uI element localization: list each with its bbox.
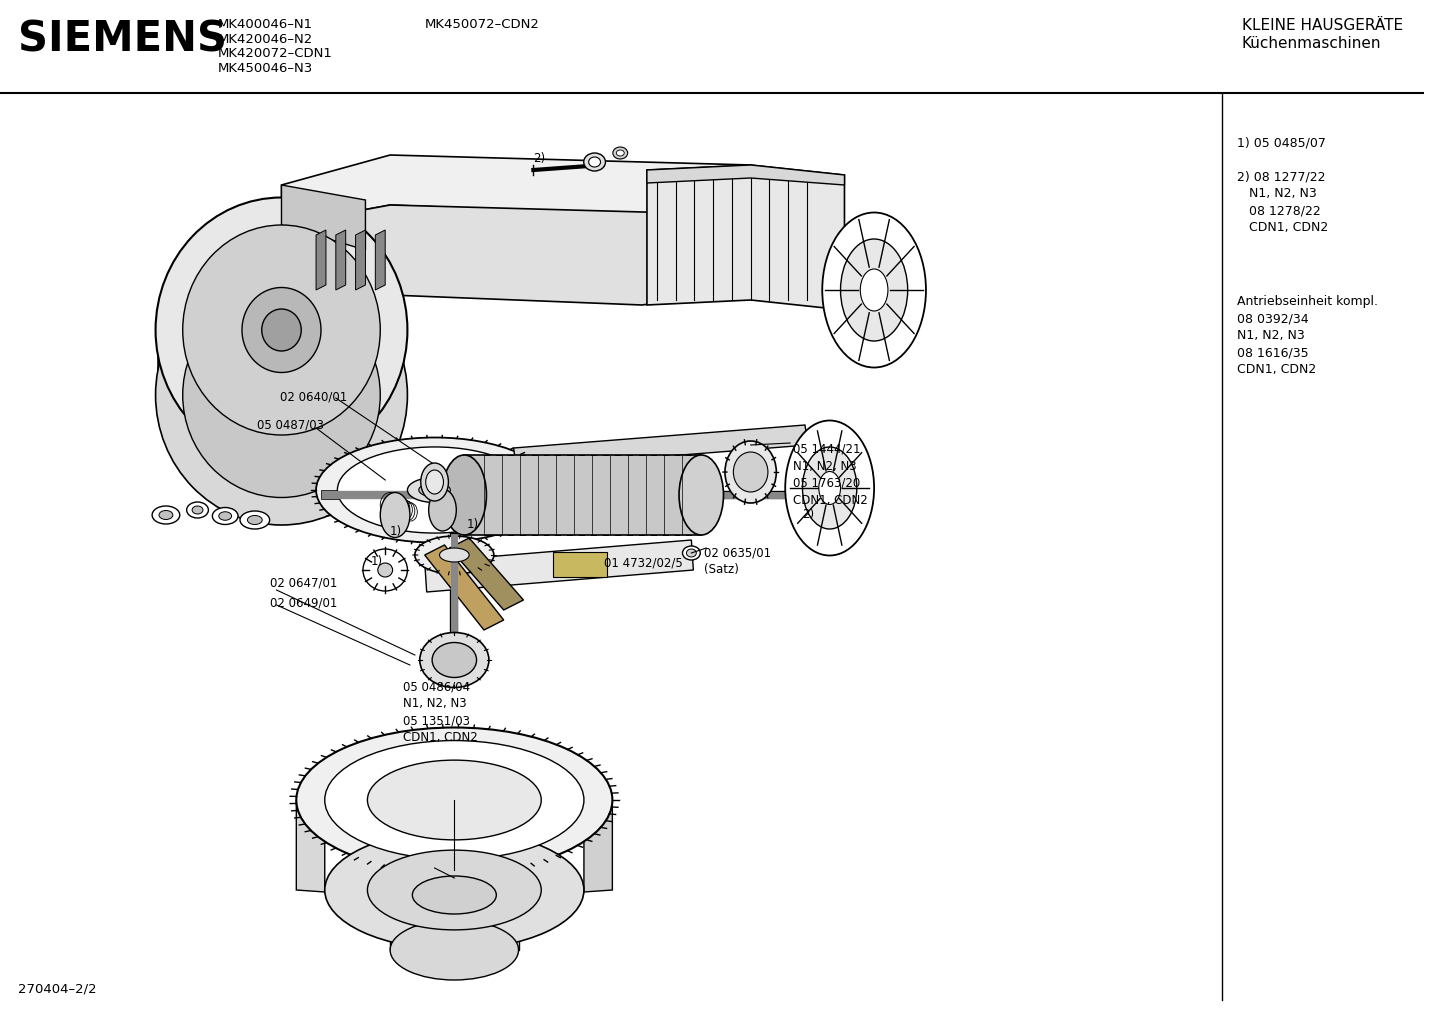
Polygon shape <box>450 538 523 610</box>
Ellipse shape <box>786 421 874 555</box>
Text: MK450046–N3: MK450046–N3 <box>218 61 313 74</box>
Ellipse shape <box>368 760 541 840</box>
Polygon shape <box>375 230 385 290</box>
Text: MK420046–N2: MK420046–N2 <box>218 33 313 46</box>
Text: 02 0640/01: 02 0640/01 <box>280 390 346 403</box>
Ellipse shape <box>421 463 448 501</box>
Text: 2): 2) <box>534 152 545 165</box>
Polygon shape <box>159 330 281 450</box>
Ellipse shape <box>391 865 519 925</box>
Polygon shape <box>356 230 365 290</box>
Ellipse shape <box>803 447 857 529</box>
Ellipse shape <box>324 741 584 859</box>
Ellipse shape <box>156 198 408 463</box>
Polygon shape <box>647 165 845 310</box>
Ellipse shape <box>420 633 489 688</box>
Ellipse shape <box>584 153 606 171</box>
Ellipse shape <box>418 483 450 497</box>
Polygon shape <box>425 545 503 630</box>
Ellipse shape <box>212 507 238 525</box>
Ellipse shape <box>368 850 541 930</box>
Ellipse shape <box>316 437 554 542</box>
Text: 2) 08 1277/22
   N1, N2, N3
   08 1278/22
   CDN1, CDN2: 2) 08 1277/22 N1, N2, N3 08 1278/22 CDN1… <box>1237 170 1328 234</box>
Text: Küchenmaschinen: Küchenmaschinen <box>1242 36 1381 51</box>
Ellipse shape <box>248 516 262 525</box>
Ellipse shape <box>679 455 724 535</box>
Bar <box>554 552 607 577</box>
Text: 1): 1) <box>391 525 402 538</box>
Polygon shape <box>336 230 346 290</box>
Ellipse shape <box>296 728 613 872</box>
Polygon shape <box>316 230 326 290</box>
Polygon shape <box>281 185 365 250</box>
Ellipse shape <box>428 489 456 531</box>
Ellipse shape <box>378 564 392 577</box>
Ellipse shape <box>433 643 476 678</box>
Ellipse shape <box>324 830 584 950</box>
Polygon shape <box>647 165 845 185</box>
Polygon shape <box>513 425 808 468</box>
Text: MK420072–CDN1: MK420072–CDN1 <box>218 47 332 60</box>
Polygon shape <box>281 205 751 330</box>
Text: 01 4732/02/5: 01 4732/02/5 <box>604 556 684 569</box>
Text: Antriebseinheit kompl.
08 0392/34
N1, N2, N3
08 1616/35
CDN1, CDN2: Antriebseinheit kompl. 08 0392/34 N1, N2… <box>1237 294 1377 376</box>
Ellipse shape <box>415 536 493 574</box>
Text: 02 0635/01
(Satz): 02 0635/01 (Satz) <box>704 546 771 576</box>
Polygon shape <box>425 540 694 592</box>
Ellipse shape <box>686 549 696 557</box>
Ellipse shape <box>262 309 301 351</box>
Ellipse shape <box>616 150 624 156</box>
Polygon shape <box>464 455 701 535</box>
Ellipse shape <box>151 506 180 524</box>
Ellipse shape <box>588 157 600 167</box>
Text: 270404–2/2: 270404–2/2 <box>17 982 97 995</box>
Ellipse shape <box>412 876 496 914</box>
Polygon shape <box>391 895 519 950</box>
Text: 05 0487/03: 05 0487/03 <box>257 418 324 431</box>
Ellipse shape <box>192 506 203 514</box>
Ellipse shape <box>183 292 381 497</box>
Ellipse shape <box>381 492 410 537</box>
Ellipse shape <box>337 447 532 533</box>
Ellipse shape <box>425 470 444 494</box>
Text: 1): 1) <box>371 555 382 568</box>
Ellipse shape <box>242 287 322 373</box>
Text: 2): 2) <box>802 508 815 521</box>
Ellipse shape <box>408 478 461 502</box>
Ellipse shape <box>219 512 232 521</box>
Text: 05 0486/04
N1, N2, N3
05 1351/03
CDN1, CDN2: 05 0486/04 N1, N2, N3 05 1351/03 CDN1, C… <box>402 680 477 744</box>
Text: KLEINE HAUSGERÄTE: KLEINE HAUSGERÄTE <box>1242 18 1403 33</box>
Ellipse shape <box>391 920 519 980</box>
Ellipse shape <box>440 548 469 562</box>
Ellipse shape <box>822 213 926 368</box>
Text: MK400046–N1: MK400046–N1 <box>218 18 313 31</box>
Polygon shape <box>584 800 613 892</box>
Text: 02 0647/01: 02 0647/01 <box>270 577 337 590</box>
Ellipse shape <box>725 441 776 503</box>
Text: MK450072–CDN2: MK450072–CDN2 <box>425 18 539 31</box>
Text: SIEMENS: SIEMENS <box>17 18 226 60</box>
Ellipse shape <box>819 472 841 504</box>
Ellipse shape <box>443 455 486 535</box>
Polygon shape <box>296 800 324 892</box>
Ellipse shape <box>861 269 888 311</box>
Polygon shape <box>281 155 751 225</box>
Ellipse shape <box>682 546 701 560</box>
Ellipse shape <box>363 549 408 591</box>
Ellipse shape <box>613 147 627 159</box>
Text: 05 1444/21
N1, N2, N3
05 1763/20
CDN1, CDN2: 05 1444/21 N1, N2, N3 05 1763/20 CDN1, C… <box>793 443 868 507</box>
Ellipse shape <box>841 239 907 341</box>
Ellipse shape <box>183 225 381 435</box>
Ellipse shape <box>186 502 209 518</box>
Ellipse shape <box>239 511 270 529</box>
Ellipse shape <box>156 265 408 525</box>
Ellipse shape <box>734 452 769 492</box>
Text: 1) 05 0485/07: 1) 05 0485/07 <box>1237 136 1325 149</box>
Text: 1): 1) <box>466 518 479 531</box>
Ellipse shape <box>159 511 173 520</box>
Text: 02 0649/01: 02 0649/01 <box>270 596 337 609</box>
